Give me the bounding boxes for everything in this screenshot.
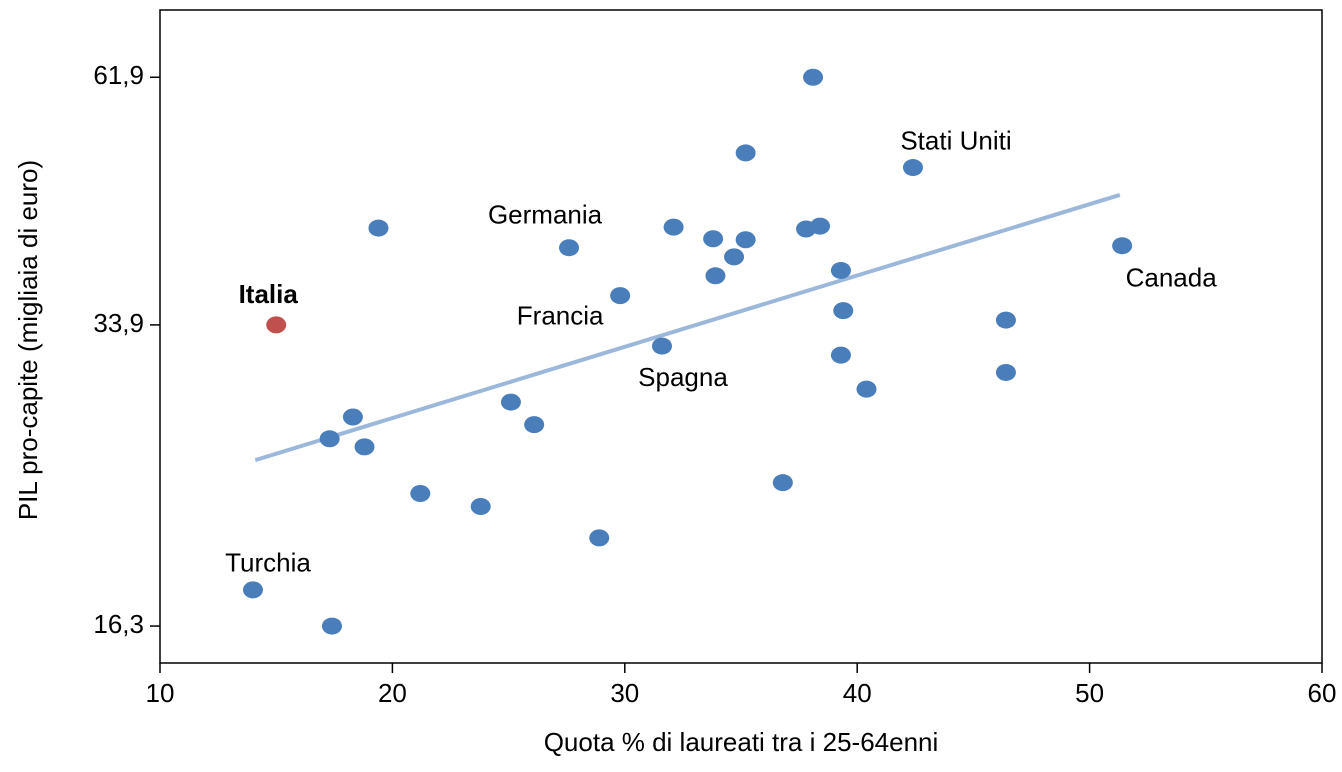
point	[368, 219, 389, 237]
point	[772, 474, 793, 492]
point	[803, 68, 824, 86]
point	[559, 239, 580, 257]
point	[810, 217, 831, 235]
x-tick-label: 10	[146, 678, 175, 708]
x-tick-label: 40	[843, 678, 872, 708]
point-label: Turchia	[225, 548, 311, 578]
point	[610, 287, 631, 305]
y-axis-title: PIL pro-capite (migliaia di euro)	[13, 160, 43, 520]
point	[342, 408, 363, 426]
x-axis-title: Quota % di laureati tra i 25-64enni	[544, 727, 939, 757]
point	[321, 617, 342, 635]
point	[735, 231, 756, 249]
trend-line	[254, 193, 1121, 463]
point	[856, 380, 877, 398]
point	[242, 581, 263, 599]
point-label: Germania	[488, 200, 603, 230]
point-label: Canada	[1126, 263, 1218, 293]
point	[500, 393, 521, 411]
point	[724, 248, 745, 266]
point	[833, 302, 854, 320]
x-tick-label: 20	[378, 678, 407, 708]
x-tick-label: 60	[1308, 678, 1337, 708]
point	[266, 316, 287, 334]
x-tick-label: 30	[610, 678, 639, 708]
point	[902, 159, 923, 177]
point	[995, 363, 1016, 381]
point	[589, 529, 610, 547]
plot-frame	[159, 9, 1323, 664]
point	[470, 497, 491, 515]
point	[735, 144, 756, 162]
point	[651, 337, 672, 355]
point-label: Stati Uniti	[900, 125, 1011, 155]
point	[703, 230, 724, 248]
x-tick-label: 50	[1075, 678, 1104, 708]
point	[705, 267, 726, 285]
point	[830, 261, 851, 279]
point-label: Italia	[239, 279, 299, 309]
point	[663, 218, 684, 236]
y-tick-label: 61,9	[93, 60, 144, 90]
point	[410, 484, 431, 502]
point	[1112, 237, 1133, 255]
point	[830, 346, 851, 364]
point-label: Spagna	[638, 362, 728, 392]
point	[354, 438, 375, 456]
point-label: Francia	[517, 301, 604, 331]
point	[524, 416, 545, 434]
y-tick-label: 16,3	[93, 609, 144, 639]
point	[319, 430, 340, 448]
point	[995, 311, 1016, 329]
y-tick-label: 33,9	[93, 308, 144, 338]
